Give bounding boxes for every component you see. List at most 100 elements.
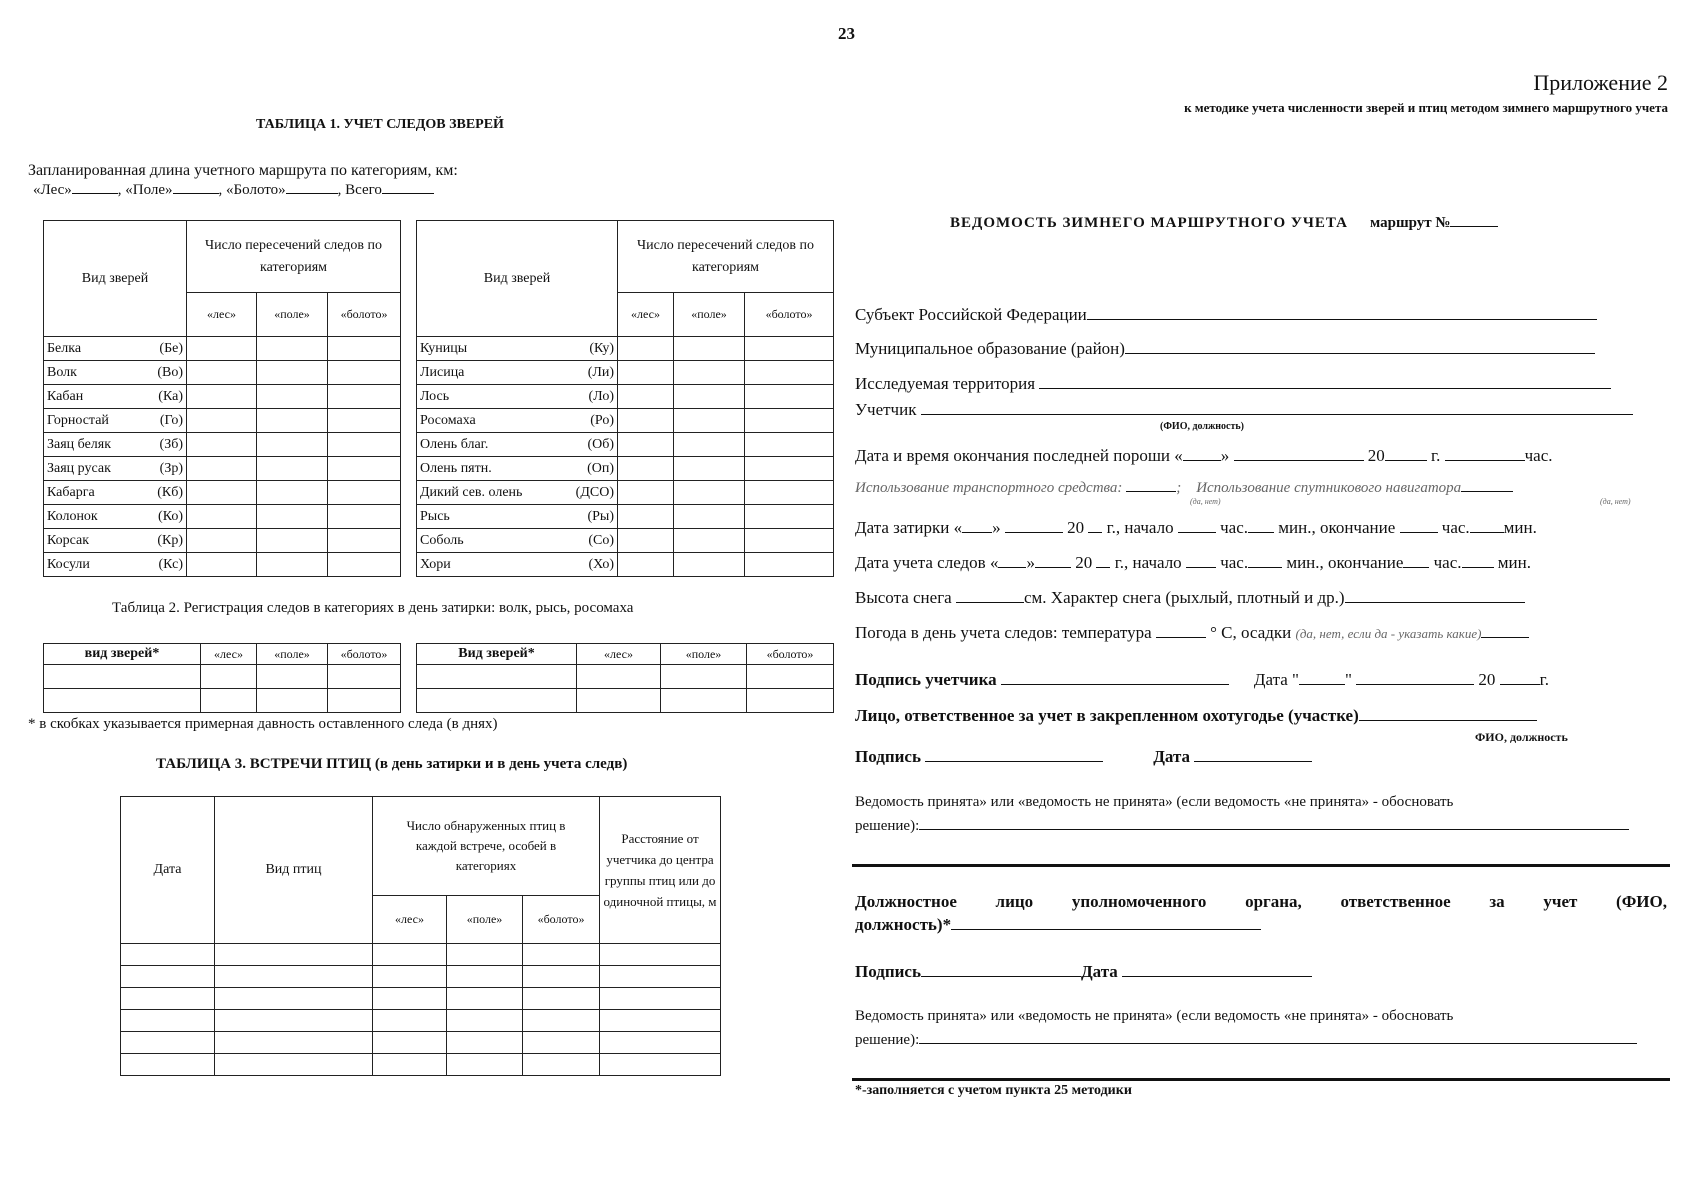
forest-blank[interactable]	[71, 192, 118, 194]
forest-count-cell[interactable]	[186, 336, 257, 361]
temperature-blank[interactable]	[1155, 636, 1206, 638]
swamp-count-cell[interactable]	[326, 432, 402, 457]
table3-cell[interactable]	[372, 1053, 447, 1076]
forest-count-cell[interactable]	[617, 384, 674, 409]
total-blank[interactable]	[381, 192, 434, 194]
forest-count-cell[interactable]	[186, 504, 257, 529]
table3-cell[interactable]	[214, 1053, 373, 1076]
table3-cell[interactable]	[120, 943, 215, 966]
swamp-count-cell[interactable]	[743, 456, 835, 481]
table3-cell[interactable]	[599, 987, 722, 1010]
sign-month-blank[interactable]	[1356, 683, 1475, 685]
field-count-cell[interactable]	[673, 504, 745, 529]
tracks-start-min-blank[interactable]	[1248, 566, 1283, 568]
field-count-cell[interactable]	[673, 480, 745, 505]
tracks-year-blank[interactable]	[1096, 566, 1111, 568]
field-count-cell[interactable]	[673, 456, 745, 481]
wipe-end-min-blank[interactable]	[1469, 531, 1504, 533]
field-count-cell[interactable]	[673, 360, 745, 385]
sign2-blank[interactable]	[920, 975, 1081, 977]
field-count-cell[interactable]	[256, 528, 328, 553]
last-snow-day-blank[interactable]	[1182, 459, 1221, 461]
wipe-day-blank[interactable]	[962, 531, 993, 533]
table3-cell[interactable]	[599, 965, 722, 988]
wipe-end-hour-blank[interactable]	[1399, 531, 1438, 533]
swamp-count-cell[interactable]	[326, 528, 402, 553]
navigator-blank[interactable]	[1461, 490, 1514, 492]
table2-cell[interactable]	[256, 664, 328, 689]
swamp-count-cell[interactable]	[743, 432, 835, 457]
decision1-blank[interactable]	[919, 828, 1630, 830]
tracks-end-hour-blank[interactable]	[1403, 566, 1430, 568]
field-count-cell[interactable]	[256, 480, 328, 505]
precipitation-blank[interactable]	[1481, 636, 1530, 638]
snow-height-blank[interactable]	[955, 601, 1024, 603]
date1-blank[interactable]	[1194, 760, 1313, 762]
swamp-count-cell[interactable]	[743, 360, 835, 385]
table3-cell[interactable]	[214, 1009, 373, 1032]
swamp-count-cell[interactable]	[743, 552, 835, 577]
forest-count-cell[interactable]	[186, 408, 257, 433]
forest-count-cell[interactable]	[186, 528, 257, 553]
table3-cell[interactable]	[372, 987, 447, 1010]
swamp-count-cell[interactable]	[326, 456, 402, 481]
wipe-start-min-blank[interactable]	[1247, 531, 1274, 533]
wipe-year-blank[interactable]	[1088, 531, 1103, 533]
forest-count-cell[interactable]	[186, 432, 257, 457]
forest-count-cell[interactable]	[186, 456, 257, 481]
swamp-count-cell[interactable]	[743, 408, 835, 433]
tracks-start-hour-blank[interactable]	[1185, 566, 1216, 568]
table3-cell[interactable]	[521, 965, 601, 988]
table3-cell[interactable]	[214, 1031, 373, 1054]
swamp-blank[interactable]	[285, 192, 338, 194]
table3-cell[interactable]	[372, 943, 447, 966]
swamp-count-cell[interactable]	[326, 504, 402, 529]
table3-cell[interactable]	[599, 943, 722, 966]
wipe-month-blank[interactable]	[1004, 531, 1063, 533]
last-snow-hour-blank[interactable]	[1444, 459, 1525, 461]
table2-cell[interactable]	[416, 688, 577, 713]
responsible-blank[interactable]	[1358, 719, 1537, 721]
swamp-count-cell[interactable]	[326, 552, 402, 577]
table3-cell[interactable]	[446, 1053, 523, 1076]
table3-cell[interactable]	[120, 987, 215, 1010]
table2-cell[interactable]	[200, 688, 257, 713]
swamp-count-cell[interactable]	[743, 336, 835, 361]
table3-cell[interactable]	[214, 943, 373, 966]
table2-cell[interactable]	[256, 688, 328, 713]
forest-count-cell[interactable]	[617, 552, 674, 577]
subject-blank[interactable]	[1086, 318, 1597, 320]
forest-count-cell[interactable]	[617, 504, 674, 529]
counter-sign-blank[interactable]	[1000, 683, 1229, 685]
forest-count-cell[interactable]	[186, 384, 257, 409]
table3-cell[interactable]	[446, 943, 523, 966]
forest-count-cell[interactable]	[617, 408, 674, 433]
table3-cell[interactable]	[372, 1009, 447, 1032]
tracks-month-blank[interactable]	[1034, 566, 1071, 568]
table2-cell[interactable]	[416, 664, 577, 689]
field-count-cell[interactable]	[673, 408, 745, 433]
field-count-cell[interactable]	[256, 360, 328, 385]
last-snow-month-blank[interactable]	[1233, 459, 1364, 461]
territory-blank[interactable]	[1039, 387, 1612, 389]
table3-cell[interactable]	[446, 1031, 523, 1054]
field-count-cell[interactable]	[673, 384, 745, 409]
table3-cell[interactable]	[521, 1053, 601, 1076]
swamp-count-cell[interactable]	[326, 360, 402, 385]
table2-cell[interactable]	[746, 688, 834, 713]
table3-cell[interactable]	[372, 1031, 447, 1054]
swamp-count-cell[interactable]	[743, 480, 835, 505]
table3-cell[interactable]	[214, 965, 373, 988]
forest-count-cell[interactable]	[617, 336, 674, 361]
municipality-blank[interactable]	[1124, 352, 1595, 354]
field-count-cell[interactable]	[673, 552, 745, 577]
field-count-cell[interactable]	[673, 432, 745, 457]
table2-cell[interactable]	[746, 664, 834, 689]
table2-cell[interactable]	[576, 688, 661, 713]
counter-blank[interactable]	[920, 413, 1633, 415]
table3-cell[interactable]	[521, 943, 601, 966]
date2-blank[interactable]	[1122, 975, 1313, 977]
transport-blank[interactable]	[1126, 490, 1177, 492]
table2-cell[interactable]	[660, 688, 747, 713]
forest-count-cell[interactable]	[617, 360, 674, 385]
